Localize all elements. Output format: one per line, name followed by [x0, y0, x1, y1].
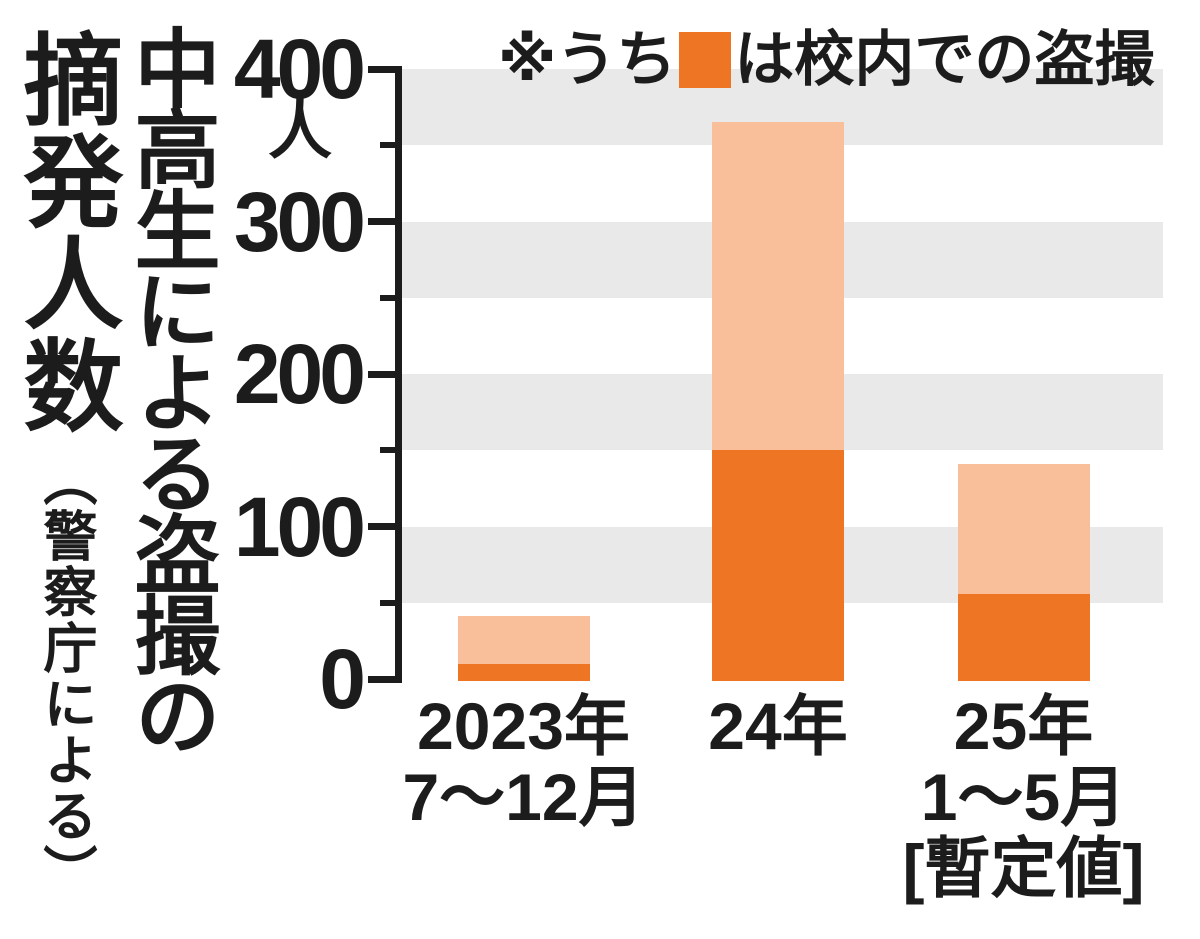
bar-segment-in-school: [957, 593, 1090, 681]
y-axis-major-tick: [368, 65, 402, 73]
legend-suffix-text: は校内での盗撮: [734, 26, 1155, 93]
y-axis-tick-label: 100: [233, 479, 366, 574]
y-axis-major-tick: [368, 523, 402, 530]
y-axis-minor-tick: [380, 599, 402, 606]
chart-title-line1: 中高生による盗撮の: [121, 24, 217, 753]
y-axis-minor-tick: [380, 142, 402, 149]
x-axis-category-label: 25年 1〜5月 [暫定値]: [903, 691, 1145, 904]
y-axis-tick-label: 200: [233, 327, 366, 421]
bar-segment-total: [457, 616, 590, 664]
bar-segment-in-school: [712, 450, 844, 681]
bar-segment-total: [712, 122, 844, 451]
y-axis-major-tick: [368, 675, 402, 683]
y-axis-minor-tick: [380, 294, 402, 301]
x-axis-label-line: 2023年: [417, 689, 630, 763]
y-axis-major-tick: [368, 218, 402, 225]
y-axis-major-tick: [368, 370, 402, 378]
x-axis-label-line: 24年: [708, 689, 848, 763]
x-axis-label-line: 25年: [953, 689, 1094, 763]
y-axis-tick-label: 400: [233, 22, 366, 116]
source-note: （警察庁による）: [35, 452, 95, 900]
x-axis-category-label: 24年: [708, 691, 847, 762]
legend: ※うち は校内での盗撮: [498, 24, 1154, 96]
x-axis-label-line: [暫定値]: [902, 831, 1145, 905]
y-axis-tick-label: 0: [319, 632, 366, 726]
y-axis-unit-label: 人: [268, 95, 332, 167]
chart-title-line2: 摘発人数: [8, 28, 120, 436]
bar-segment-in-school: [457, 663, 590, 681]
x-axis-label-line: 7〜12月: [402, 760, 645, 834]
y-axis-tick-label: 300: [233, 174, 366, 269]
legend-swatch-icon: [679, 32, 732, 88]
bar-segment-total: [957, 463, 1090, 594]
x-axis-label-line: 1〜5月: [920, 760, 1127, 834]
y-axis-minor-tick: [380, 447, 402, 454]
legend-prefix-text: ※うち: [498, 26, 677, 93]
x-axis-category-label: 2023年 7〜12月: [402, 691, 644, 833]
